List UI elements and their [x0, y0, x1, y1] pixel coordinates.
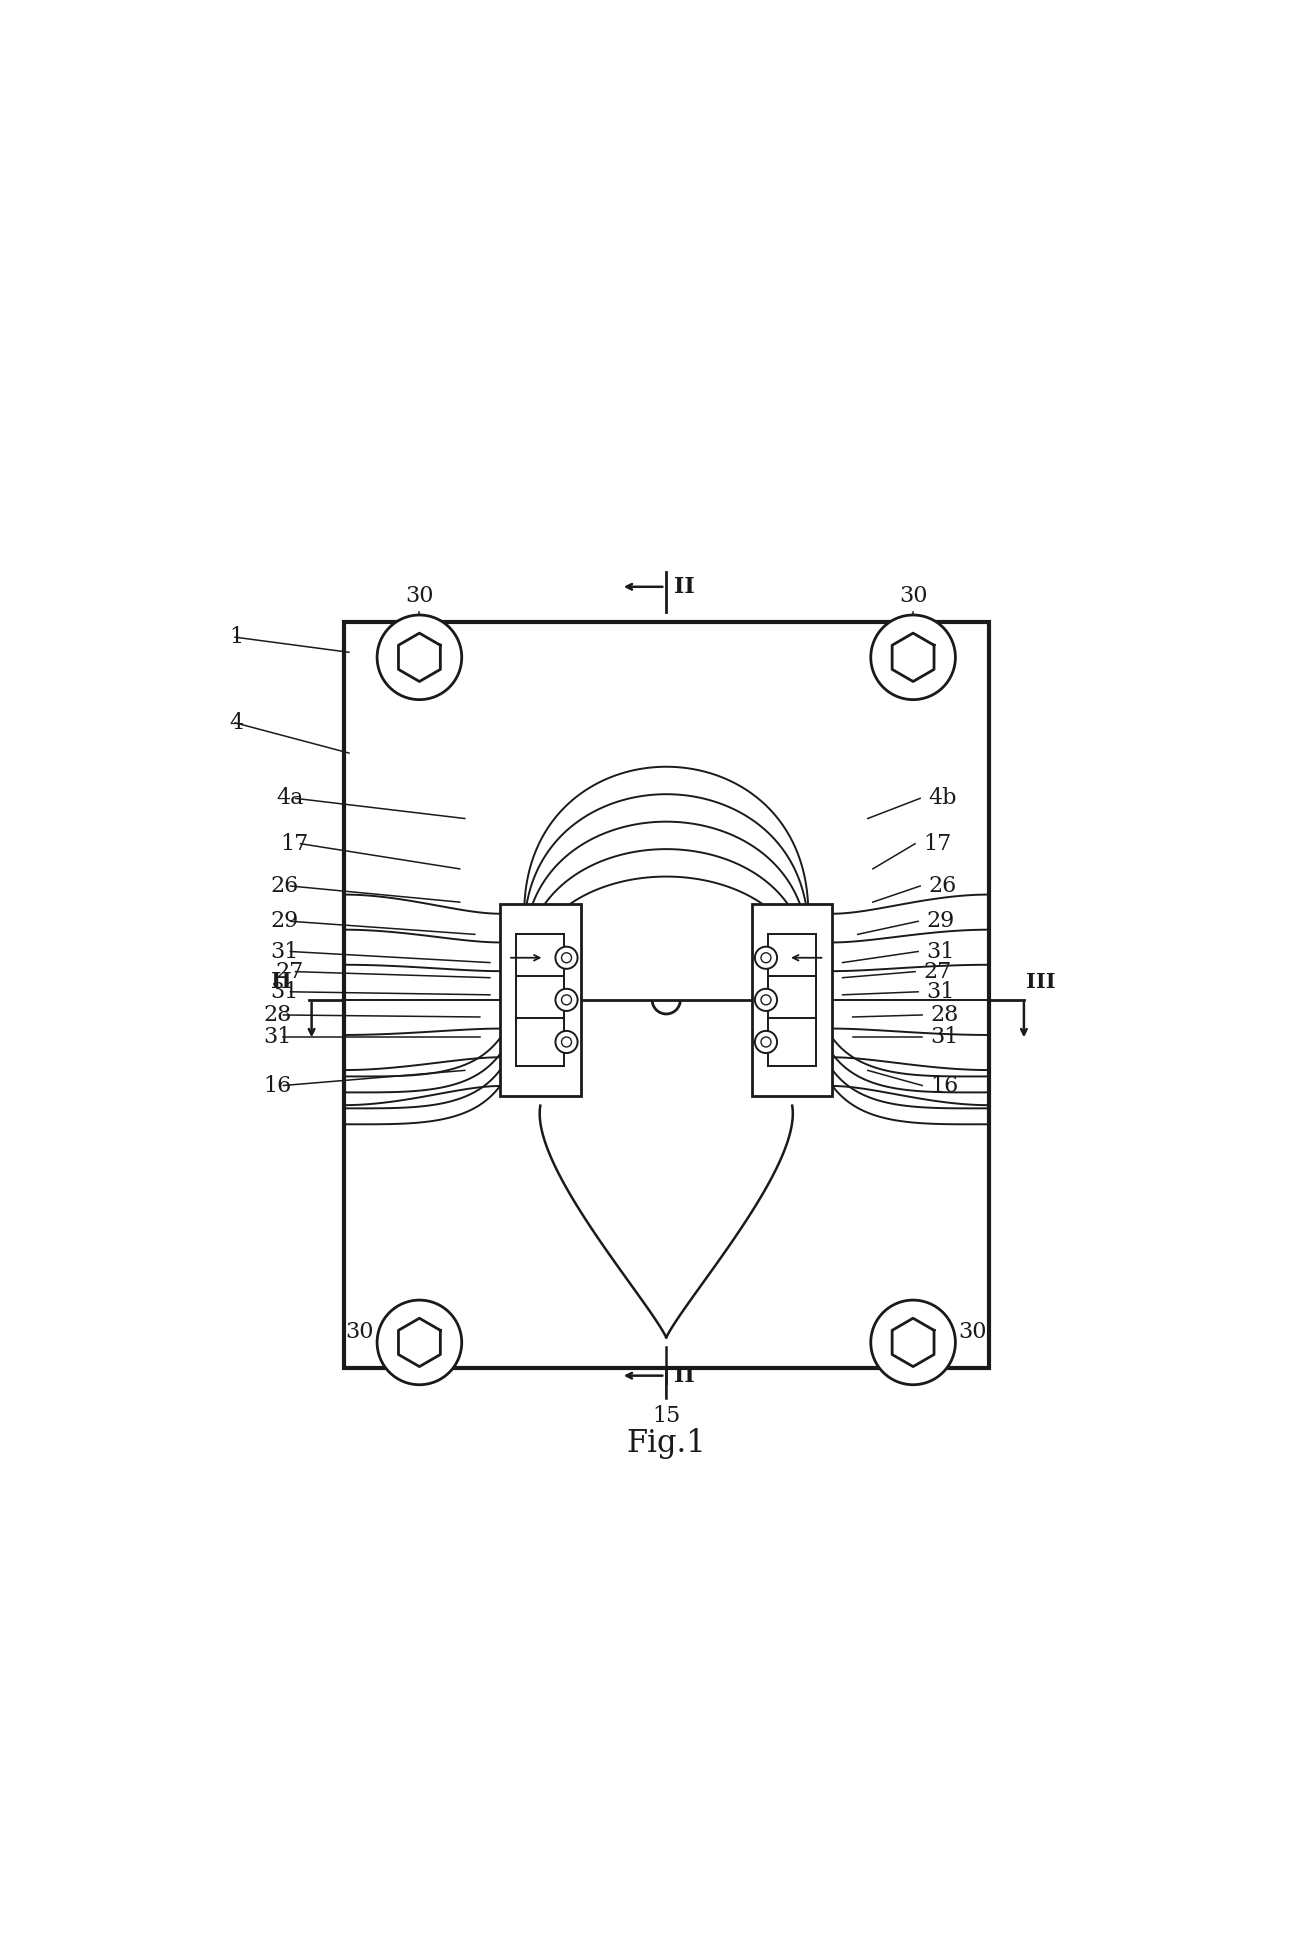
Circle shape: [555, 989, 577, 1010]
Circle shape: [377, 614, 462, 700]
Bar: [516, 1018, 564, 1067]
Text: 26: 26: [270, 876, 299, 897]
Circle shape: [555, 1032, 577, 1053]
Text: 26: 26: [928, 876, 957, 897]
Text: 31: 31: [931, 1026, 958, 1049]
Circle shape: [555, 946, 577, 969]
Text: 31: 31: [270, 940, 299, 963]
Circle shape: [562, 954, 572, 963]
Text: II: II: [270, 971, 291, 993]
Circle shape: [760, 1037, 771, 1047]
Bar: [768, 934, 816, 981]
Circle shape: [760, 954, 771, 963]
Text: 15: 15: [653, 1404, 680, 1427]
Circle shape: [871, 1301, 955, 1384]
Bar: [751, 905, 832, 1096]
Text: 31: 31: [926, 981, 954, 1002]
Text: 4b: 4b: [928, 788, 957, 809]
Text: 1: 1: [229, 626, 243, 647]
Circle shape: [755, 1032, 777, 1053]
Circle shape: [562, 1037, 572, 1047]
Text: 28: 28: [931, 1004, 958, 1026]
Text: 29: 29: [926, 911, 954, 932]
Circle shape: [562, 994, 572, 1004]
Text: 27: 27: [276, 961, 304, 983]
Text: 30: 30: [406, 585, 434, 606]
Circle shape: [755, 946, 777, 969]
Text: II: II: [675, 1365, 696, 1386]
Text: 27: 27: [923, 961, 952, 983]
Text: 16: 16: [931, 1074, 958, 1096]
Text: 31: 31: [263, 1026, 291, 1049]
Text: 28: 28: [263, 1004, 291, 1026]
Text: 31: 31: [926, 940, 954, 963]
Text: 4a: 4a: [276, 788, 304, 809]
Text: 4: 4: [229, 712, 243, 733]
Text: 17: 17: [281, 833, 308, 854]
Text: Fig.1: Fig.1: [627, 1427, 706, 1459]
Bar: [516, 975, 564, 1024]
Bar: [500, 905, 581, 1096]
Circle shape: [755, 989, 777, 1010]
Text: 17: 17: [923, 833, 952, 854]
Text: III: III: [1026, 971, 1056, 993]
Bar: [516, 934, 564, 981]
Bar: [768, 1018, 816, 1067]
Bar: [343, 622, 989, 1367]
Text: 29: 29: [270, 911, 299, 932]
Text: 16: 16: [263, 1074, 291, 1096]
Text: 30: 30: [898, 585, 927, 606]
Bar: [768, 975, 816, 1024]
Circle shape: [760, 994, 771, 1004]
Circle shape: [377, 1301, 462, 1384]
Text: 31: 31: [270, 981, 299, 1002]
Text: 30: 30: [958, 1322, 987, 1344]
Text: 30: 30: [346, 1322, 374, 1344]
Circle shape: [871, 614, 955, 700]
Text: II: II: [675, 575, 696, 599]
